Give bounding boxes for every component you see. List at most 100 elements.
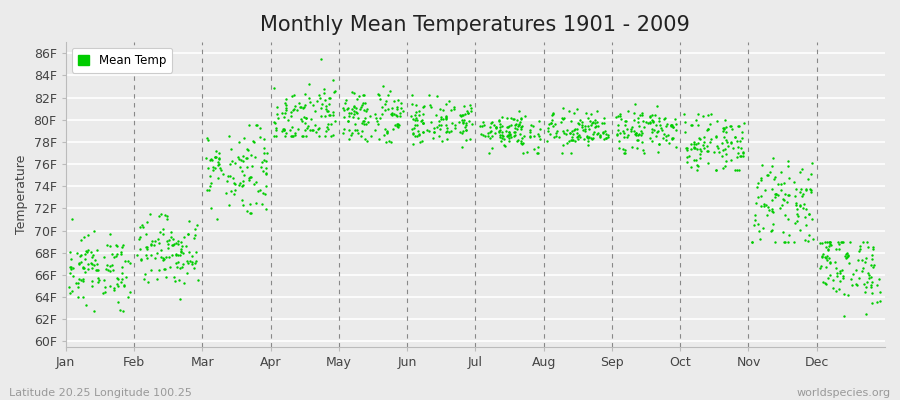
Point <box>87 257 102 263</box>
Point <box>107 285 122 292</box>
Point <box>123 260 138 266</box>
Point <box>556 116 571 122</box>
Point <box>778 212 792 218</box>
Point <box>314 56 328 62</box>
Point <box>541 124 555 131</box>
Point <box>587 129 601 136</box>
Point <box>482 150 496 156</box>
Point <box>645 126 660 133</box>
Point <box>268 133 283 140</box>
Point <box>546 111 561 117</box>
Point <box>515 123 529 129</box>
Point <box>205 156 220 163</box>
Point <box>631 137 645 144</box>
Point <box>822 243 836 250</box>
Point <box>621 132 635 138</box>
Point <box>176 261 190 268</box>
Point <box>718 158 733 164</box>
Point <box>613 129 627 136</box>
Point <box>814 254 829 260</box>
Point <box>837 312 851 319</box>
Point <box>75 252 89 258</box>
Point <box>776 195 790 202</box>
Point <box>463 102 477 108</box>
Point <box>455 120 470 126</box>
Point <box>183 258 197 264</box>
Point <box>585 136 599 142</box>
Point <box>406 131 420 137</box>
Point <box>555 115 570 122</box>
Point <box>251 188 266 194</box>
Point <box>162 237 176 243</box>
Text: Latitude 20.25 Longitude 100.25: Latitude 20.25 Longitude 100.25 <box>9 388 192 398</box>
Point <box>383 111 398 118</box>
Point <box>220 173 235 179</box>
Point <box>84 260 98 267</box>
Point <box>641 120 655 126</box>
Point <box>317 90 331 96</box>
Point <box>202 187 217 193</box>
Point <box>114 251 129 258</box>
Point <box>790 217 805 224</box>
Point <box>806 236 820 242</box>
Point <box>370 118 384 124</box>
Point <box>510 137 525 144</box>
Point <box>829 246 843 252</box>
Point <box>555 142 570 148</box>
Point <box>168 251 183 257</box>
Point <box>788 202 803 208</box>
Point <box>752 228 767 235</box>
Point <box>320 102 334 109</box>
Point <box>616 130 631 136</box>
Point <box>677 111 691 117</box>
Point <box>96 290 111 296</box>
Point <box>408 132 422 139</box>
Point <box>187 235 202 241</box>
Point <box>248 179 263 185</box>
Point <box>357 100 372 106</box>
Point <box>631 118 645 125</box>
Point <box>454 112 468 119</box>
Point <box>86 308 101 315</box>
Point <box>572 132 587 138</box>
Point <box>556 105 571 112</box>
Point <box>684 164 698 170</box>
Point <box>388 122 402 128</box>
Point <box>243 200 257 207</box>
Point <box>294 116 309 122</box>
Point <box>503 131 517 138</box>
Point <box>416 120 430 126</box>
Point <box>182 218 196 224</box>
Point <box>578 128 592 134</box>
Point <box>354 133 368 139</box>
Point <box>643 114 657 120</box>
Point <box>77 268 92 275</box>
Point <box>564 137 579 143</box>
Point <box>356 102 370 108</box>
Point <box>364 113 378 120</box>
Point <box>188 225 202 232</box>
Point <box>790 211 805 218</box>
Point <box>478 133 492 140</box>
Point <box>868 262 882 268</box>
Point <box>836 238 850 245</box>
Point <box>279 130 293 136</box>
Point <box>584 120 598 126</box>
Point <box>800 176 814 183</box>
Point <box>704 111 718 117</box>
Point <box>609 131 624 137</box>
Point <box>634 112 648 118</box>
Point <box>285 92 300 99</box>
Point <box>86 252 100 258</box>
Point <box>497 136 511 142</box>
Point <box>780 163 795 169</box>
Point <box>501 135 516 141</box>
Point <box>669 121 683 128</box>
Point <box>544 120 559 126</box>
Point <box>342 109 356 116</box>
Point <box>851 275 866 282</box>
Point <box>793 189 807 196</box>
Point <box>308 122 322 128</box>
Point <box>106 267 121 273</box>
Point <box>643 135 657 141</box>
